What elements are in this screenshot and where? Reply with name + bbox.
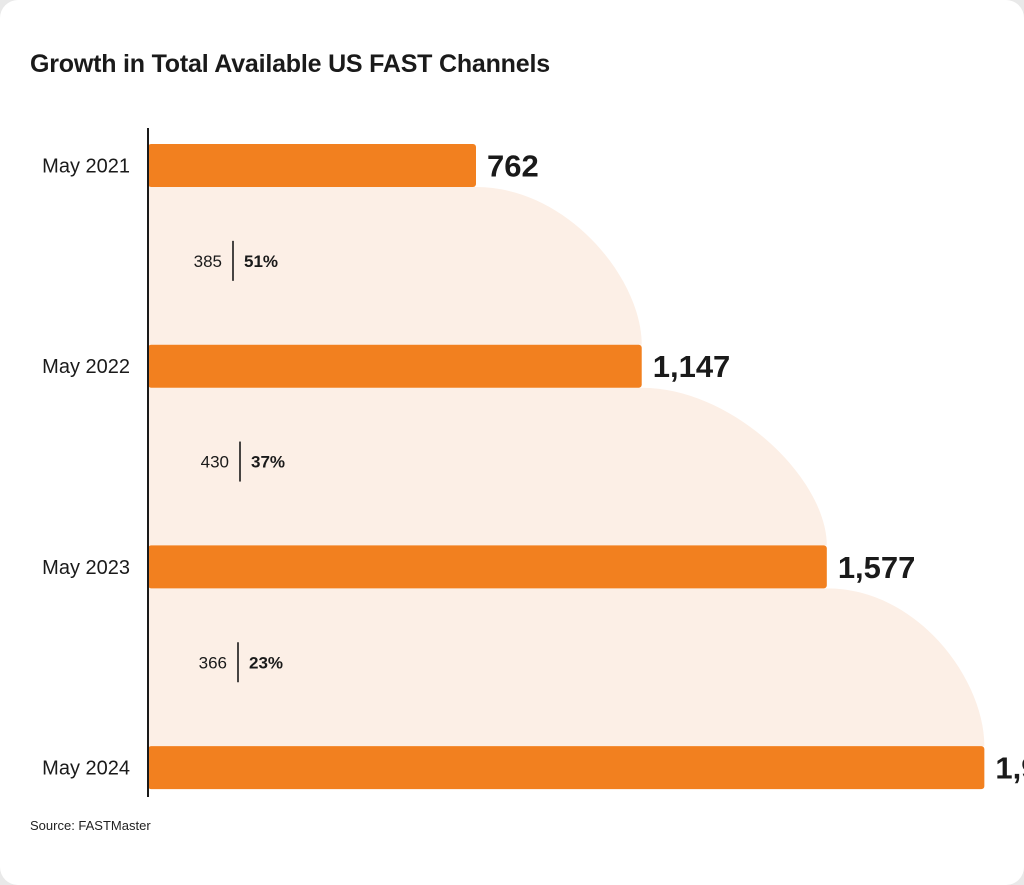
category-label: May 2023 [42,557,130,579]
category-label: May 2021 [42,156,130,178]
growth-band [148,387,827,546]
growth-band [148,588,985,747]
increase-label: 366 [199,653,227,672]
value-label: 1,147 [653,349,731,384]
increase-label: 385 [194,252,222,271]
growth-label: 51% [244,252,278,271]
chart-title: Growth in Total Available US FAST Channe… [30,50,550,78]
category-label: May 2024 [42,758,130,780]
growth-label: 23% [249,653,283,672]
growth-label: 37% [251,453,285,472]
growth-band [148,187,642,345]
source-note: Source: FASTMaster [30,818,151,833]
bar-may-2023 [148,545,827,589]
value-label: 762 [487,149,539,184]
category-label: May 2022 [42,356,130,378]
value-label: 1,577 [838,550,916,585]
bar-may-2022 [148,344,642,388]
value-label: 1,943 [995,751,1024,786]
bar-may-2024 [148,746,985,790]
bar-may-2021 [148,144,476,187]
increase-label: 430 [201,453,229,472]
